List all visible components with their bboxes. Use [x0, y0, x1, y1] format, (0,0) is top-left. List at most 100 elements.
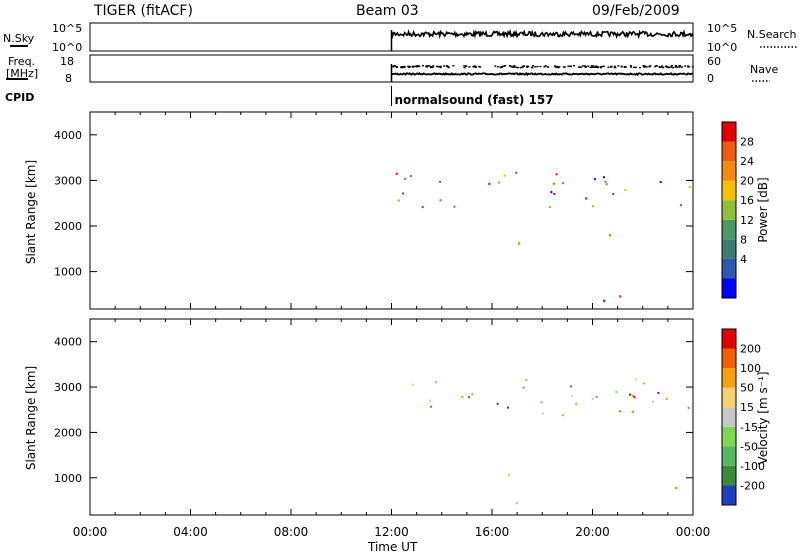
nave-point	[601, 65, 604, 68]
colorbar-swatch	[722, 446, 736, 466]
nave-point	[509, 65, 512, 67]
scatter-cell	[435, 381, 438, 384]
scatter-cell	[421, 206, 424, 209]
nave-point	[539, 65, 542, 68]
scatter-cell	[488, 182, 491, 185]
scatter-cell	[624, 189, 627, 191]
nave-point	[654, 65, 656, 68]
nave-point	[543, 66, 546, 68]
scatter-cell	[687, 406, 690, 409]
nave-point	[648, 66, 651, 68]
nave-point	[452, 65, 455, 67]
nave-point	[544, 65, 547, 67]
freq-left-tick-bottom: 8	[65, 72, 72, 85]
nave-point	[624, 66, 627, 68]
scatter-cell	[615, 390, 618, 393]
scatter-cell	[525, 379, 528, 381]
ytick-label: 3000	[54, 174, 82, 187]
colorbar-swatch	[722, 348, 736, 369]
ytick-label: 2000	[54, 220, 82, 233]
nave-point	[425, 66, 428, 68]
nave-point	[668, 66, 670, 68]
scatter-cell	[439, 180, 442, 183]
freq-left-tick-top: 18	[60, 55, 74, 68]
cpid-program: normalsound (fast) 157	[395, 93, 554, 107]
nave-point	[556, 66, 559, 69]
velocity-colorbar: 200 100 50 15 -15 -50 -100 -200	[721, 328, 765, 506]
colorbar-tick: 15	[740, 401, 754, 414]
scatter-cell	[570, 385, 573, 388]
nave-point	[394, 65, 397, 67]
colorbar-tick: -100	[740, 460, 765, 473]
nave-point	[445, 65, 448, 67]
scatter-cell	[507, 406, 509, 409]
velocity-axis: 4000 3000 2000 1000	[54, 319, 694, 515]
nave-point	[589, 66, 592, 69]
scatter-cell	[635, 378, 638, 381]
nave-point	[658, 66, 661, 68]
scatter-cell	[618, 410, 621, 413]
nave-point	[500, 66, 503, 68]
scatter-cell	[591, 397, 594, 400]
noise-left-tick-top: 10^5	[52, 22, 82, 35]
colorbar-tick: 28	[740, 136, 754, 149]
colorbar-swatch	[722, 407, 736, 427]
colorbar-tick: -50	[740, 440, 758, 453]
nave-point	[587, 65, 590, 67]
nave-point	[591, 66, 594, 68]
scatter-cell	[553, 192, 556, 195]
nave-point	[494, 65, 497, 67]
velocity-heatmap	[412, 378, 690, 505]
scatter-cell	[631, 410, 635, 414]
nave-point	[655, 65, 658, 67]
scatter-cell	[652, 400, 654, 403]
colorbar-swatch	[722, 122, 736, 142]
time-axis-label: Time UT	[367, 540, 418, 554]
nave-point	[592, 65, 595, 67]
nave-point	[579, 66, 582, 68]
nave-point	[675, 65, 677, 67]
freq-label-line1: Freq.	[8, 55, 35, 68]
freq-right-tick-bottom: 0	[707, 72, 714, 85]
scatter-cell	[612, 193, 615, 196]
colorbar-swatch	[722, 141, 736, 162]
nave-point	[662, 66, 665, 69]
scatter-cell	[562, 182, 565, 185]
ytick-label: 3000	[54, 381, 82, 394]
nave-point	[602, 65, 605, 67]
nave-point	[623, 66, 626, 68]
nave-point	[526, 66, 529, 68]
scatter-cell	[429, 399, 431, 402]
colorbar-swatch	[722, 387, 736, 408]
nave-point	[674, 66, 677, 68]
colorbar-swatch	[722, 258, 736, 279]
nave-point	[523, 65, 526, 67]
nave-label: Nave	[750, 63, 778, 76]
velocity-ylabel: Slant Range [km]	[24, 366, 38, 470]
nave-point	[661, 65, 664, 67]
power-colorbar: 28 24 20 16 12 8 4	[721, 121, 754, 299]
nave-point	[526, 65, 529, 67]
noise-right-tick-top: 10^5	[707, 22, 737, 35]
nave-point	[665, 65, 668, 67]
scatter-cell	[397, 199, 400, 202]
nave-point	[678, 66, 681, 68]
freq-label-line2: [MHz]	[6, 67, 38, 80]
scatter-cell	[619, 295, 622, 298]
scatter-cell	[633, 396, 636, 399]
scatter-cell	[540, 401, 543, 404]
cpid-label: CPID	[5, 91, 34, 104]
scatter-cell	[550, 191, 553, 194]
scatter-cell	[461, 395, 464, 398]
scatter-cell	[552, 182, 555, 185]
nave-point	[633, 66, 636, 68]
nave-point	[577, 66, 580, 68]
nave-point	[400, 66, 403, 68]
colorbar-swatch	[722, 485, 736, 505]
scatter-cell	[439, 199, 442, 202]
nave-point	[532, 65, 534, 67]
nave-point	[569, 65, 572, 67]
scatter-cell	[453, 205, 456, 208]
scatter-cell	[674, 486, 678, 490]
nave-point	[613, 65, 616, 68]
